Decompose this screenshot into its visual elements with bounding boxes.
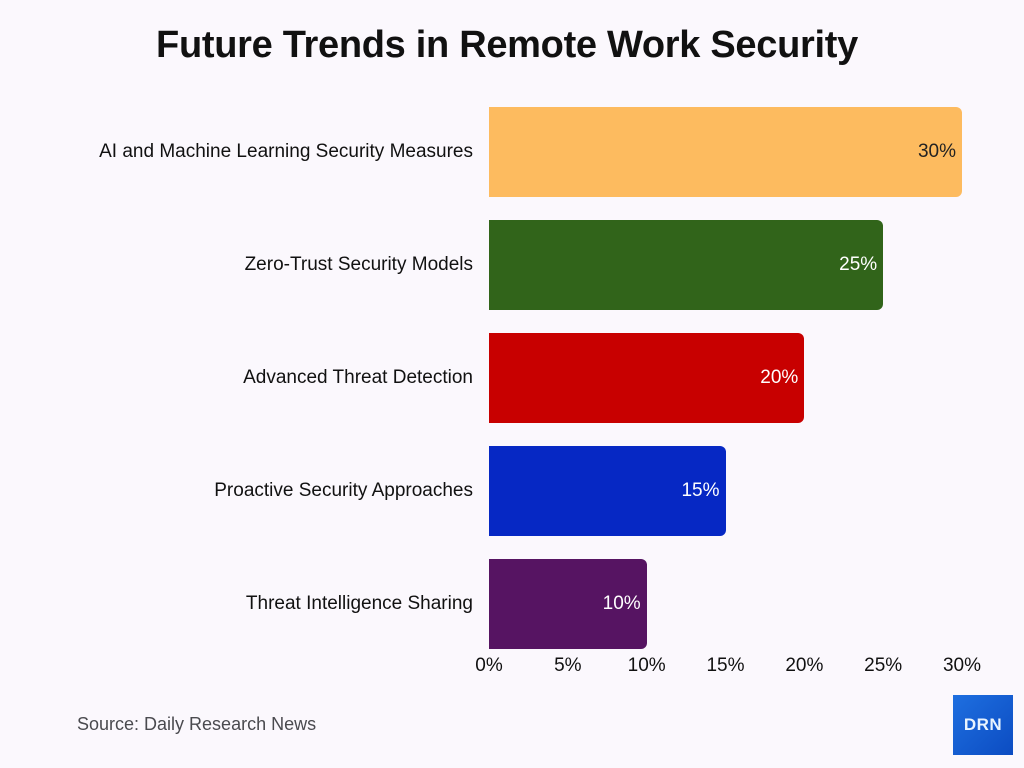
category-label: Zero-Trust Security Models	[244, 254, 473, 275]
x-tick-label: 5%	[554, 655, 582, 676]
chart-title: Future Trends in Remote Work Security	[156, 24, 858, 66]
category-label: AI and Machine Learning Security Measure…	[99, 141, 473, 162]
category-label: Proactive Security Approaches	[214, 480, 473, 501]
bar: 20%	[489, 333, 805, 423]
bar: 10%	[489, 559, 647, 649]
bar-value-label: 10%	[602, 593, 641, 614]
drn-logo: DRN	[953, 695, 1013, 755]
x-tick-label: 15%	[706, 655, 745, 676]
bar: 30%	[489, 107, 962, 197]
category-label: Advanced Threat Detection	[243, 367, 473, 388]
bar-value-label: 15%	[681, 480, 720, 501]
category-label: Threat Intelligence Sharing	[245, 593, 473, 614]
x-tick-label: 30%	[942, 655, 982, 676]
bar-value-label: 25%	[839, 254, 878, 275]
x-tick-label: 25%	[864, 655, 903, 676]
x-tick-label: 20%	[785, 655, 824, 676]
bar: 15%	[489, 446, 726, 536]
bar: 25%	[489, 220, 884, 310]
plot-area: 30% 25% 20% 15% 10%	[489, 107, 962, 649]
source-note: Source: Daily Research News	[77, 714, 317, 734]
bar-value-label: 30%	[917, 141, 956, 162]
x-tick-label: 10%	[627, 655, 666, 676]
bar-value-label: 20%	[760, 367, 799, 388]
x-tick-label: 0%	[475, 655, 503, 676]
